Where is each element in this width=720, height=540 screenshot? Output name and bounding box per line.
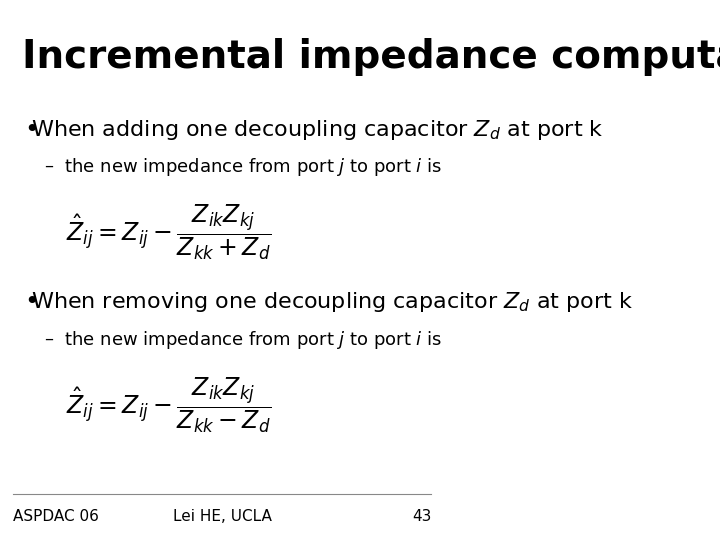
Text: –  the new impedance from port $j$ to port $i$ is: – the new impedance from port $j$ to por… — [45, 157, 443, 178]
Text: When removing one decoupling capacitor $Z_d$ at port k: When removing one decoupling capacitor $… — [31, 291, 633, 314]
Text: ASPDAC 06: ASPDAC 06 — [14, 509, 99, 524]
Text: Lei HE, UCLA: Lei HE, UCLA — [173, 509, 271, 524]
Text: –  the new impedance from port $j$ to port $i$ is: – the new impedance from port $j$ to por… — [45, 329, 443, 351]
Text: $\hat{Z}_{ij} = Z_{ij} - \dfrac{Z_{ik}Z_{kj}}{Z_{kk} + Z_d}$: $\hat{Z}_{ij} = Z_{ij} - \dfrac{Z_{ik}Z_… — [66, 202, 271, 262]
Text: •: • — [24, 291, 39, 314]
Text: When adding one decoupling capacitor $Z_d$ at port k: When adding one decoupling capacitor $Z_… — [31, 118, 604, 141]
Text: Incremental impedance computation: Incremental impedance computation — [22, 38, 720, 76]
Text: •: • — [24, 118, 39, 141]
Text: $\hat{Z}_{ij} = Z_{ij} - \dfrac{Z_{ik}Z_{kj}}{Z_{kk} - Z_d}$: $\hat{Z}_{ij} = Z_{ij} - \dfrac{Z_{ik}Z_… — [66, 375, 271, 435]
Text: 43: 43 — [412, 509, 431, 524]
